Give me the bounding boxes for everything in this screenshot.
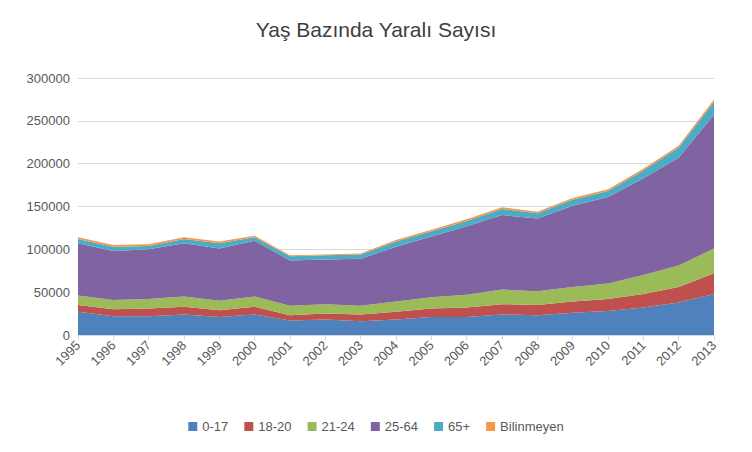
- svg-text:2002: 2002: [300, 338, 331, 369]
- svg-text:2000: 2000: [229, 338, 260, 369]
- svg-text:1995: 1995: [52, 338, 83, 369]
- svg-text:18-20: 18-20: [258, 419, 291, 434]
- svg-text:250000: 250000: [27, 113, 70, 128]
- svg-text:2004: 2004: [370, 338, 401, 369]
- svg-text:2013: 2013: [688, 338, 719, 369]
- svg-text:1996: 1996: [88, 338, 119, 369]
- svg-text:100000: 100000: [27, 242, 70, 257]
- svg-text:Yaş Bazında Yaralı Sayısı: Yaş Bazında Yaralı Sayısı: [256, 18, 496, 41]
- svg-text:50000: 50000: [34, 285, 70, 300]
- svg-text:2007: 2007: [476, 338, 507, 369]
- svg-text:2008: 2008: [512, 338, 543, 369]
- svg-text:200000: 200000: [27, 156, 70, 171]
- svg-text:1999: 1999: [194, 338, 225, 369]
- svg-text:21-24: 21-24: [322, 419, 355, 434]
- svg-text:2006: 2006: [441, 338, 472, 369]
- svg-text:Bilinmeyen: Bilinmeyen: [500, 419, 564, 434]
- svg-text:1997: 1997: [123, 338, 154, 369]
- svg-text:0: 0: [62, 327, 70, 343]
- svg-text:2001: 2001: [264, 338, 295, 369]
- svg-text:0-17: 0-17: [202, 419, 228, 434]
- svg-text:2011: 2011: [618, 338, 648, 368]
- svg-text:2005: 2005: [406, 338, 437, 369]
- svg-text:300000: 300000: [27, 71, 70, 86]
- svg-text:25-64: 25-64: [385, 419, 418, 434]
- svg-text:2010: 2010: [582, 338, 613, 369]
- svg-text:65+: 65+: [448, 419, 470, 434]
- svg-text:2012: 2012: [653, 338, 684, 369]
- svg-text:1998: 1998: [158, 338, 189, 369]
- svg-text:2003: 2003: [335, 338, 366, 369]
- svg-text:150000: 150000: [27, 199, 70, 214]
- svg-text:2009: 2009: [547, 338, 578, 369]
